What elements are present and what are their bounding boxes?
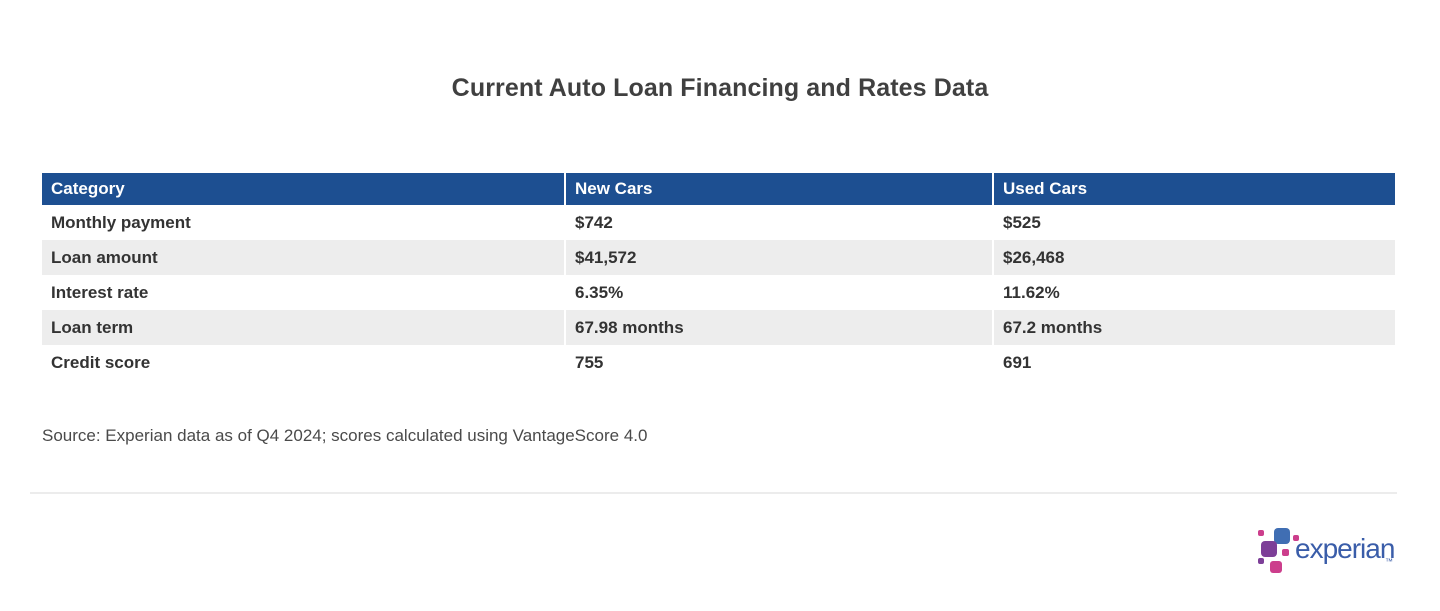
auto-loan-data-table: Category New Cars Used Cars Monthly paym…	[42, 173, 1395, 380]
header-cell-used-cars: Used Cars	[992, 173, 1395, 205]
experian-logo-dot-purple-icon	[1261, 541, 1277, 557]
page-title: Current Auto Loan Financing and Rates Da…	[451, 74, 989, 102]
experian-logo-dot-magenta-icon	[1270, 561, 1282, 573]
source-note: Source: Experian data as of Q4 2024; sco…	[42, 426, 648, 445]
table-row-credit-score: Credit score 755 691	[42, 345, 1395, 380]
row-label: Interest rate	[42, 275, 565, 310]
experian-logo-dot-purple-small-icon	[1258, 558, 1264, 564]
used-cars-value: 67.2 months	[992, 310, 1395, 345]
header-cell-category: Category	[42, 173, 565, 205]
experian-logo-dot-blue-icon	[1274, 528, 1290, 544]
experian-logo-dot-magenta-small-icon	[1282, 549, 1289, 556]
table-row-interest-rate: Interest rate 6.35% 11.62%	[42, 275, 1395, 310]
used-cars-value: 691	[992, 345, 1395, 380]
new-cars-value: 6.35%	[564, 275, 993, 310]
row-label: Loan term	[42, 310, 565, 345]
experian-logo: experian ™	[1256, 524, 1406, 580]
new-cars-value: $41,572	[564, 240, 993, 275]
trademark-symbol: ™	[1385, 557, 1393, 566]
experian-wordmark: experian	[1295, 533, 1395, 564]
table-header-row: Category New Cars Used Cars	[42, 173, 1395, 205]
row-label: Monthly payment	[42, 205, 565, 240]
new-cars-value: 67.98 months	[564, 310, 993, 345]
experian-logo-dot-magenta-small-icon	[1258, 530, 1264, 536]
table-row-loan-term: Loan term 67.98 months 67.2 months	[42, 310, 1395, 345]
new-cars-value: 755	[564, 345, 993, 380]
row-label: Credit score	[42, 345, 565, 380]
new-cars-value: $742	[564, 205, 993, 240]
experian-logo-dot-magenta-small-icon	[1293, 535, 1299, 541]
table-row-loan-amount: Loan amount $41,572 $26,468	[42, 240, 1395, 275]
row-label: Loan amount	[42, 240, 565, 275]
footer-divider	[30, 492, 1397, 494]
used-cars-value: $26,468	[992, 240, 1395, 275]
table-row-monthly-payment: Monthly payment $742 $525	[42, 205, 1395, 240]
used-cars-value: 11.62%	[992, 275, 1395, 310]
used-cars-value: $525	[992, 205, 1395, 240]
header-cell-new-cars: New Cars	[564, 173, 993, 205]
